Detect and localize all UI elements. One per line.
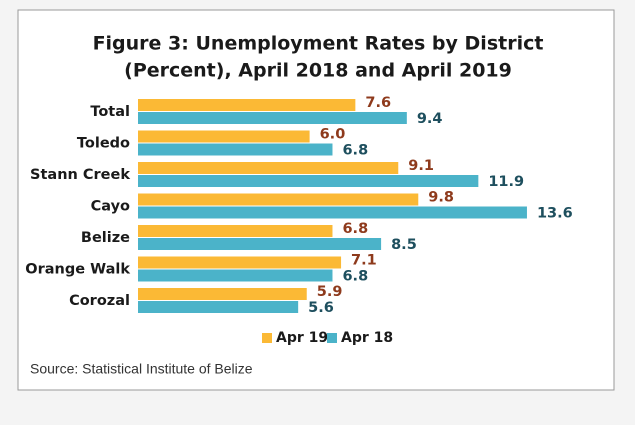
bar — [138, 288, 307, 300]
y-tick-label: Orange Walk — [25, 262, 130, 278]
bar — [138, 269, 333, 282]
y-tick-label: Total — [90, 104, 130, 120]
data-label: 13.6 — [537, 206, 573, 222]
data-label: 6.8 — [342, 269, 368, 285]
y-tick-label: Toledo — [77, 136, 130, 152]
bar — [138, 99, 356, 111]
legend-label: Apr 19 — [276, 330, 328, 346]
bar — [138, 193, 419, 206]
data-label: 7.1 — [351, 253, 377, 269]
data-label: 6.8 — [342, 143, 368, 159]
bar — [138, 225, 333, 237]
bar — [138, 301, 299, 313]
y-tick-label: Belize — [81, 230, 130, 246]
data-label: 9.4 — [417, 111, 443, 127]
data-label: 5.6 — [308, 300, 334, 316]
data-label: 11.9 — [488, 174, 524, 190]
data-label: 8.5 — [391, 237, 417, 253]
data-label: 9.1 — [408, 158, 434, 174]
data-label: 5.9 — [317, 284, 343, 300]
data-label: 7.6 — [365, 95, 391, 111]
bar — [138, 238, 382, 250]
chart-title: (Percent), April 2018 and April 2019 — [124, 60, 512, 82]
data-label: 6.8 — [342, 221, 368, 237]
data-label: 9.8 — [428, 190, 454, 206]
bar — [138, 143, 333, 156]
source-note: Source: Statistical Institute of Belize — [30, 361, 253, 377]
legend-swatch — [327, 333, 337, 343]
y-tick-label: Stann Creek — [30, 167, 130, 183]
bar — [138, 175, 479, 187]
bar — [138, 256, 342, 269]
chart-title: Figure 3: Unemployment Rates by District — [93, 33, 544, 55]
y-tick-label: Corozal — [69, 293, 130, 309]
data-label: 6.0 — [320, 127, 346, 143]
bar — [138, 112, 407, 124]
legend-swatch — [262, 333, 272, 343]
bar — [138, 130, 310, 143]
bar — [138, 206, 527, 219]
bar — [138, 162, 399, 174]
y-tick-label: Cayo — [91, 199, 130, 215]
legend-label: Apr 18 — [341, 330, 393, 346]
